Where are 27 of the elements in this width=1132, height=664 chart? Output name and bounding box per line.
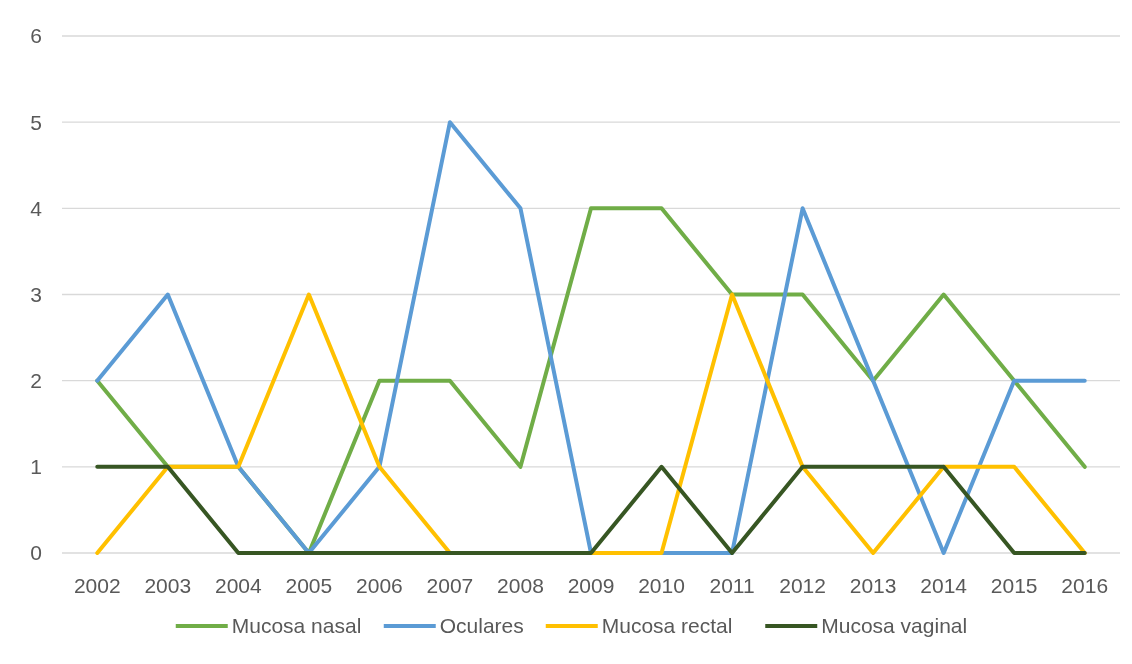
y-tick-label: 3 [30, 282, 42, 306]
x-tick-label: 2006 [356, 574, 403, 597]
x-tick-label: 2005 [285, 574, 333, 597]
legend-label: Mucosa nasal [231, 614, 362, 638]
y-tick-label: 0 [30, 541, 42, 565]
line-series [95, 120, 1087, 555]
x-tick-label: 2014 [920, 574, 968, 597]
x-tick-label: 2003 [144, 574, 192, 597]
x-tick-label: 2016 [1061, 574, 1109, 597]
x-tick-label: 2015 [990, 574, 1038, 597]
y-tick-label: 4 [30, 196, 43, 220]
x-tick-label: 2013 [849, 574, 897, 597]
y-tick-label: 5 [30, 110, 42, 134]
x-tick-label: 2012 [779, 574, 826, 597]
x-tick-label: 2010 [638, 574, 685, 597]
x-tick-label: 2008 [497, 574, 544, 597]
legend-label: Mucosa vaginal [821, 614, 968, 638]
x-tick-label: 2009 [567, 574, 615, 597]
x-tick-label: 2004 [214, 574, 263, 597]
y-tick-label: 2 [30, 369, 42, 393]
x-tick-label: 2007 [426, 574, 474, 597]
x-tick-label: 2011 [709, 574, 755, 597]
legend-label: Mucosa rectal [601, 614, 733, 638]
y-tick-label: 1 [30, 455, 42, 479]
legend-label: Oculares [439, 614, 524, 638]
x-tick-label: 2002 [73, 574, 121, 597]
y-tick-label: 6 [30, 24, 42, 48]
